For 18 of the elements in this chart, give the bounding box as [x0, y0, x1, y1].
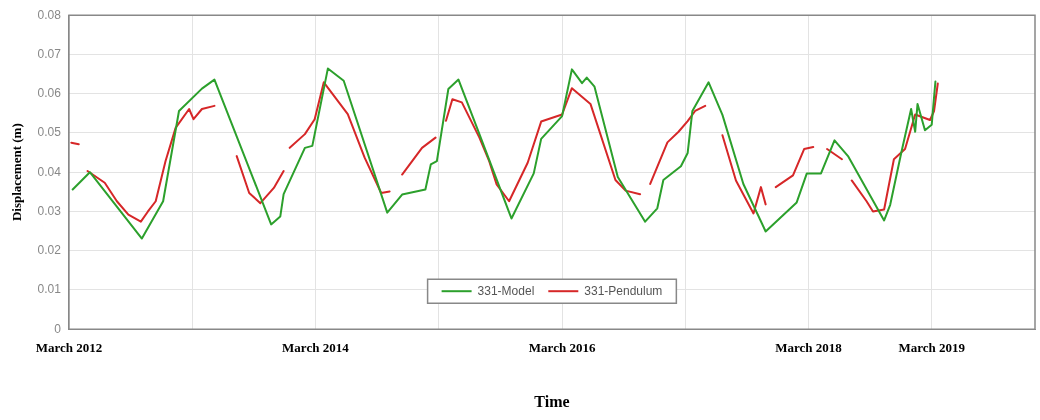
- y-tick-label: 0: [54, 321, 62, 336]
- y-tick-label: 0.08: [37, 7, 62, 22]
- y-tick-label: 0.05: [37, 125, 62, 140]
- x-tick-label: March 2018: [775, 340, 843, 356]
- x-tick-label: March 2012: [35, 340, 103, 356]
- legend-label: 331-Pendulum: [584, 283, 663, 298]
- y-tick-label: 0.02: [37, 243, 62, 258]
- y-tick-label: 0.01: [37, 282, 62, 297]
- x-axis-title: Time: [534, 392, 570, 410]
- x-tick-label: March 2016: [528, 340, 596, 356]
- y-tick-label: 0.07: [37, 46, 62, 61]
- y-tick-label: 0.03: [37, 203, 62, 218]
- y-axis-title: Displacement (m): [9, 123, 25, 222]
- y-tick-label: 0.06: [37, 86, 62, 101]
- y-tick-label: 0.04: [37, 164, 62, 179]
- legend-label: 331-Model: [477, 283, 535, 298]
- x-tick-label: March 2014: [282, 340, 350, 356]
- x-tick-label: March 2019: [898, 340, 966, 356]
